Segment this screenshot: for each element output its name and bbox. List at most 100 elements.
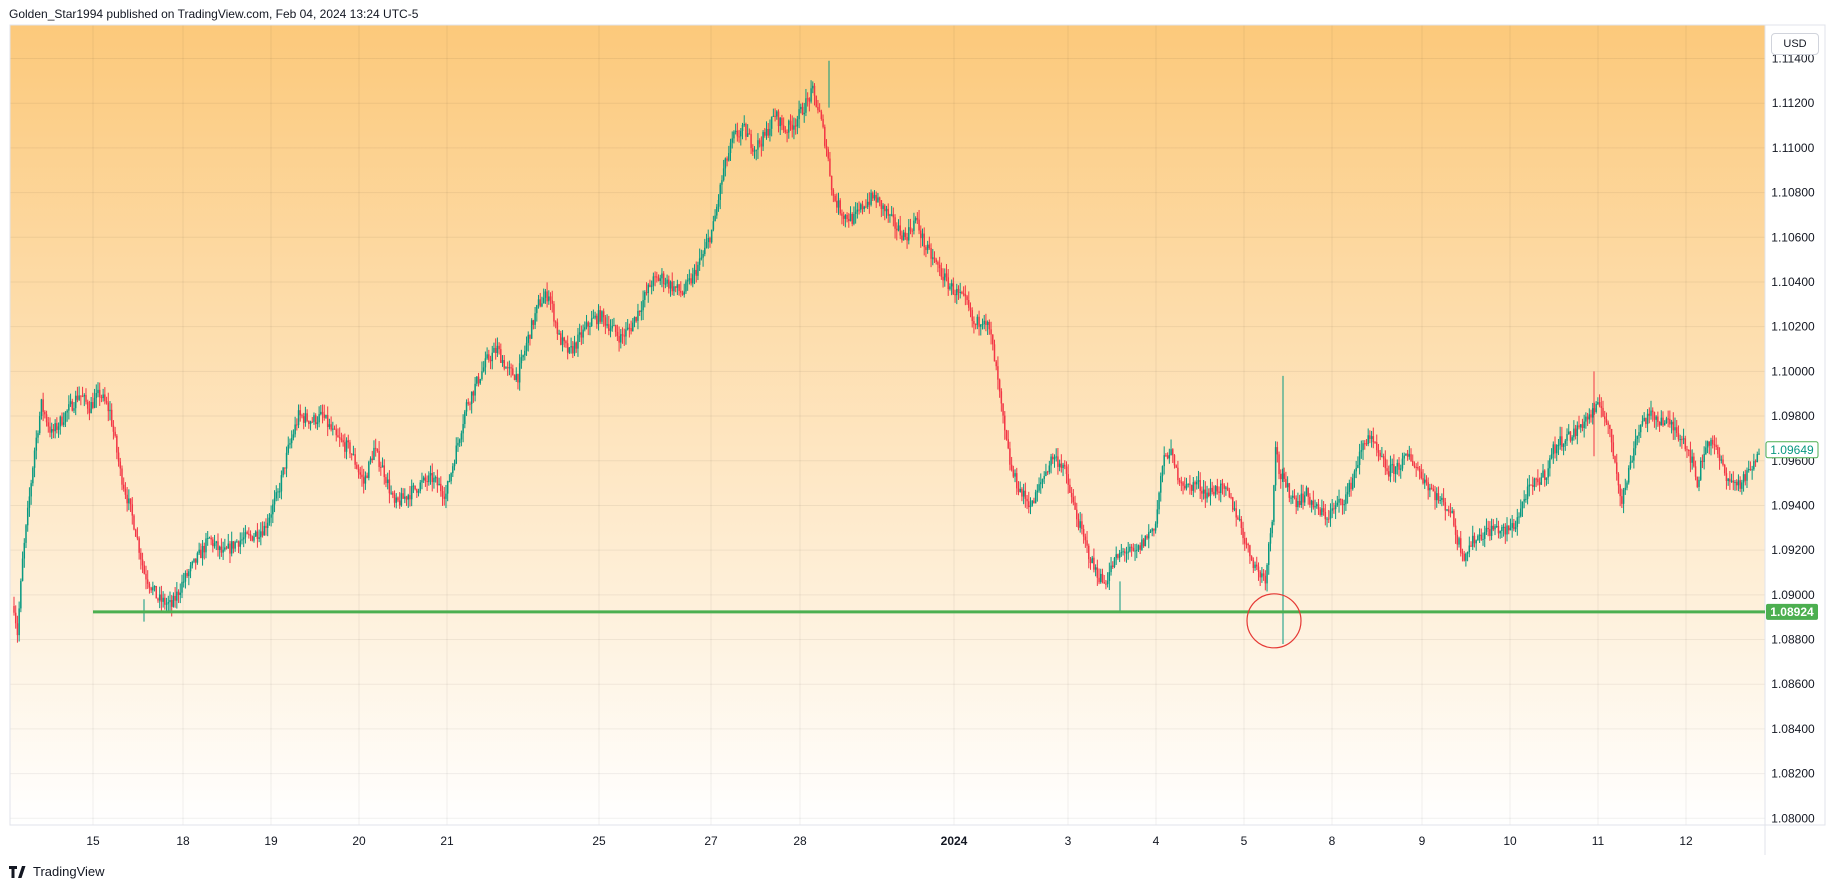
candle-body [695,269,697,276]
candle-body [849,213,852,222]
candle-body [1345,494,1347,505]
currency-button[interactable]: USD [1771,33,1819,55]
candle-body [772,115,775,117]
candle-body [1513,523,1515,530]
candle-body [421,480,423,483]
candle-body [320,411,322,415]
candle-body [484,358,487,368]
candle-body [1360,450,1363,452]
candle-body [494,348,497,353]
candle-body [705,242,708,248]
candle-body [476,376,478,384]
candle-body [419,482,422,491]
candle-body [1413,465,1416,467]
candle-body [1314,506,1316,508]
candle-body [947,277,949,290]
candle-body [1639,424,1642,433]
candle-body [1009,448,1011,465]
candle-body [992,334,994,345]
candle-body [1622,489,1625,504]
candle-body [1684,438,1687,450]
candle-body [1406,453,1409,457]
candle-body [326,415,329,428]
candle-body [1586,416,1589,420]
candle-body [1490,525,1493,536]
candle-body [93,397,96,408]
candle-body [1322,508,1325,512]
candle-body [842,215,845,219]
candle-body [854,211,857,214]
candle-body [1362,443,1364,451]
candle-body [436,477,439,486]
candle-body [748,133,751,135]
candle-body [21,558,24,581]
candle-body [1691,456,1693,463]
candle-body [640,310,643,313]
candle-body [1600,406,1603,408]
candle-body [1052,456,1054,460]
candle-body [33,450,36,468]
candle-body [887,208,889,216]
candle-body [896,228,898,231]
footer-brand[interactable]: TradingView [9,861,105,879]
candle-body [116,435,118,453]
candle-body [1235,508,1237,518]
candle-body [1648,413,1651,416]
time-tick-label: 15 [86,834,100,848]
candle-body [253,536,255,541]
candle-body [1021,488,1023,497]
candle-body [1110,565,1112,573]
candle-body [241,539,243,541]
candle-body [242,537,245,540]
candle-body [1555,445,1558,454]
candle-body [1199,480,1201,491]
candle-body [482,367,485,372]
candle-body [1069,484,1071,493]
candle-body [35,437,38,451]
candle-body [273,498,276,505]
candle-body [213,543,216,547]
candle-body [1077,519,1080,528]
candle-body [18,608,20,636]
candle-body [527,334,529,343]
candle-body [1499,530,1501,534]
candle-body [709,237,711,243]
candle-body [1040,482,1042,485]
candle-body [1189,483,1191,485]
candle-body [1274,447,1277,486]
candle-body [1465,553,1467,561]
candle-body [206,538,209,540]
candle-body [1357,464,1359,468]
candle-body [1567,431,1570,435]
price-axis[interactable]: 1.11400 1.11200 1.11000 1.10800 1.10600 1.104… [1771,52,1815,826]
candle-body [1273,485,1275,522]
candle-body [229,543,231,554]
candle-body [465,402,468,412]
candle-body [1005,430,1008,440]
candle-body [66,410,68,413]
candle-body [1509,527,1512,531]
candle-body [323,414,326,418]
candle-body [380,466,382,468]
drawings[interactable] [93,593,1765,649]
candle-body [1468,545,1471,552]
candle-body [884,205,886,212]
time-axis[interactable]: 15 18 19 20 21 25 27 28 2024 3 4 5 8 9 10 11 12 [86,834,1693,848]
price-tick-label: 1.11400 [1772,52,1815,66]
candle-body [808,98,811,102]
candle-body [220,546,223,553]
candle-body [14,612,17,624]
candle-body [369,458,372,462]
candle-body [938,264,941,269]
price-tick-label: 1.10400 [1771,275,1815,289]
candle-body [918,219,920,231]
candle-body [685,281,687,292]
candle-body [412,485,415,487]
candle-body [618,336,620,343]
candle-body [1461,552,1464,554]
price-tick-label: 1.11000 [1772,141,1815,155]
candle-body [1480,534,1483,540]
wick-circle-annotation[interactable] [1246,593,1302,649]
candle-body [548,296,550,302]
